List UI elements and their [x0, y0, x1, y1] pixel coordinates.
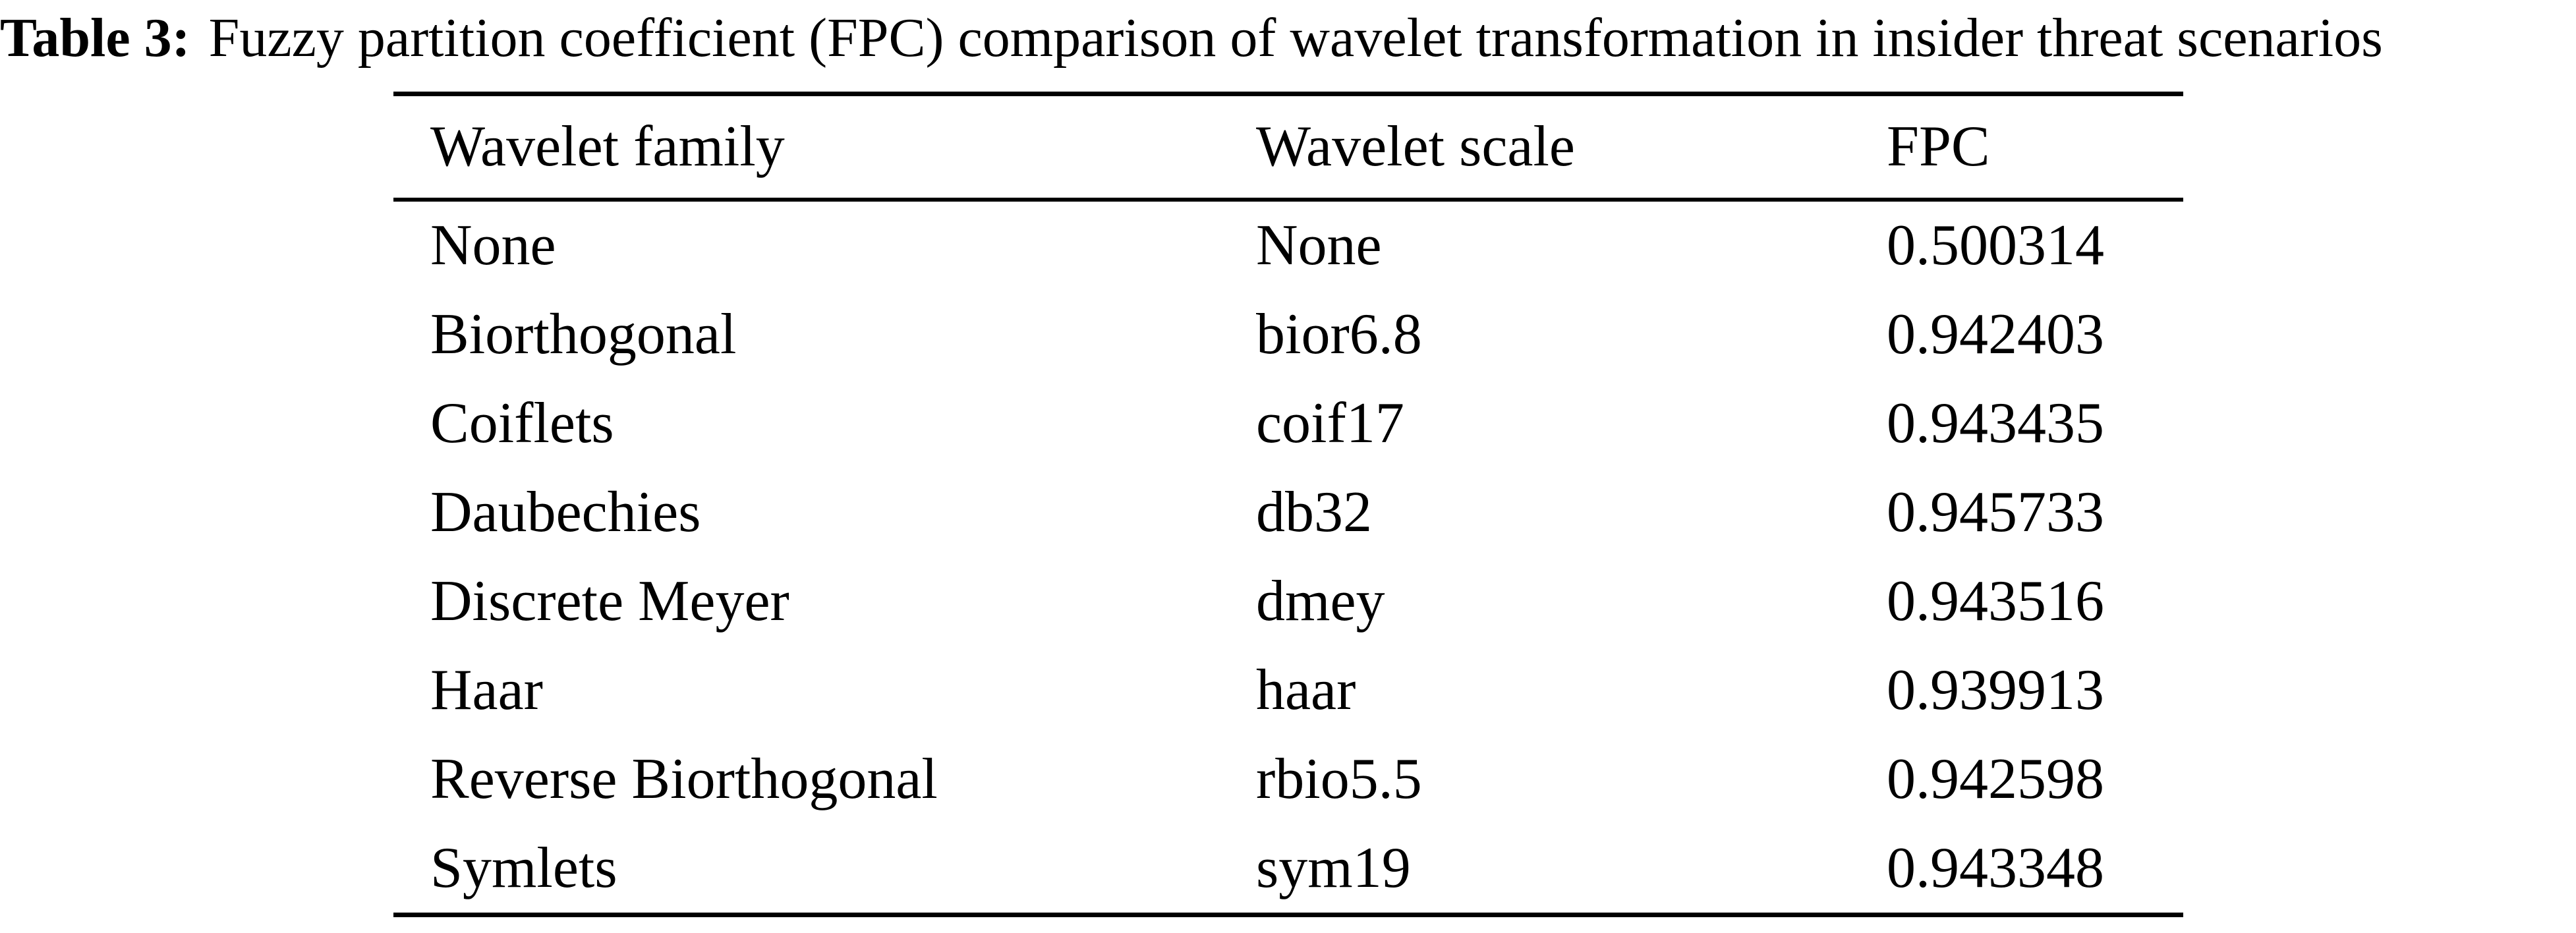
table-caption-text: Fuzzy partition coefficient (FPC) compar…: [208, 7, 2383, 69]
cell-wavelet-family: Symlets: [430, 835, 617, 900]
cell-wavelet-scale: db32: [1256, 480, 1372, 545]
cell-wavelet-scale: None: [1256, 213, 1382, 278]
cell-wavelet-scale: sym19: [1256, 835, 1411, 900]
cell-fpc: 0.943348: [1887, 835, 2104, 900]
cell-fpc: 0.943516: [1887, 569, 2104, 633]
table-row: Daubechies db32 0.945733: [393, 468, 2183, 557]
table-row: Coiflets coif17 0.943435: [393, 380, 2183, 468]
fpc-table: Wavelet family Wavelet scale FPC None Non…: [393, 92, 2183, 917]
cell-fpc: 0.500314: [1887, 213, 2104, 278]
table-row: Discrete Meyer dmey 0.943516: [393, 557, 2183, 646]
table-row: None None 0.500314: [393, 202, 2183, 291]
table-row: Haar haar 0.939913: [393, 646, 2183, 735]
cell-wavelet-scale: haar: [1256, 658, 1356, 722]
cell-wavelet-family: Reverse Biorthogonal: [430, 747, 938, 811]
cell-wavelet-family: Biorthogonal: [430, 302, 737, 367]
cell-fpc: 0.942403: [1887, 302, 2104, 367]
column-header-wavelet-family: Wavelet family: [430, 115, 785, 179]
cell-wavelet-scale: coif17: [1256, 391, 1404, 456]
cell-wavelet-family: Coiflets: [430, 391, 614, 456]
table-row: Biorthogonal bior6.8 0.942403: [393, 291, 2183, 380]
cell-wavelet-family: Haar: [430, 658, 543, 722]
table-caption: Table 3: Fuzzy partition coefficient (FPC…: [0, 1, 2576, 75]
table-caption-label: Table 3:: [0, 7, 190, 69]
cell-fpc: 0.945733: [1887, 480, 2104, 545]
table-top-rule: [393, 92, 2183, 96]
column-header-fpc: FPC: [1887, 115, 1990, 179]
cell-wavelet-scale: bior6.8: [1256, 302, 1422, 367]
table-header-rule: [393, 198, 2183, 202]
table-row: Reverse Biorthogonal rbio5.5 0.942598: [393, 735, 2183, 824]
cell-wavelet-scale: dmey: [1256, 569, 1385, 633]
cell-wavelet-family: Daubechies: [430, 480, 701, 545]
table-body: None None 0.500314 Biorthogonal bior6.8 0.942…: [393, 202, 2183, 913]
column-header-wavelet-scale: Wavelet scale: [1256, 115, 1575, 179]
table-bottom-rule: [393, 913, 2183, 917]
cell-fpc: 0.943435: [1887, 391, 2104, 456]
table-header-row: Wavelet family Wavelet scale FPC: [393, 96, 2183, 198]
cell-wavelet-family: Discrete Meyer: [430, 569, 789, 633]
cell-fpc: 0.942598: [1887, 747, 2104, 811]
table-row: Symlets sym19 0.943348: [393, 824, 2183, 913]
cell-wavelet-family: None: [430, 213, 556, 278]
cell-fpc: 0.939913: [1887, 658, 2104, 722]
cell-wavelet-scale: rbio5.5: [1256, 747, 1422, 811]
